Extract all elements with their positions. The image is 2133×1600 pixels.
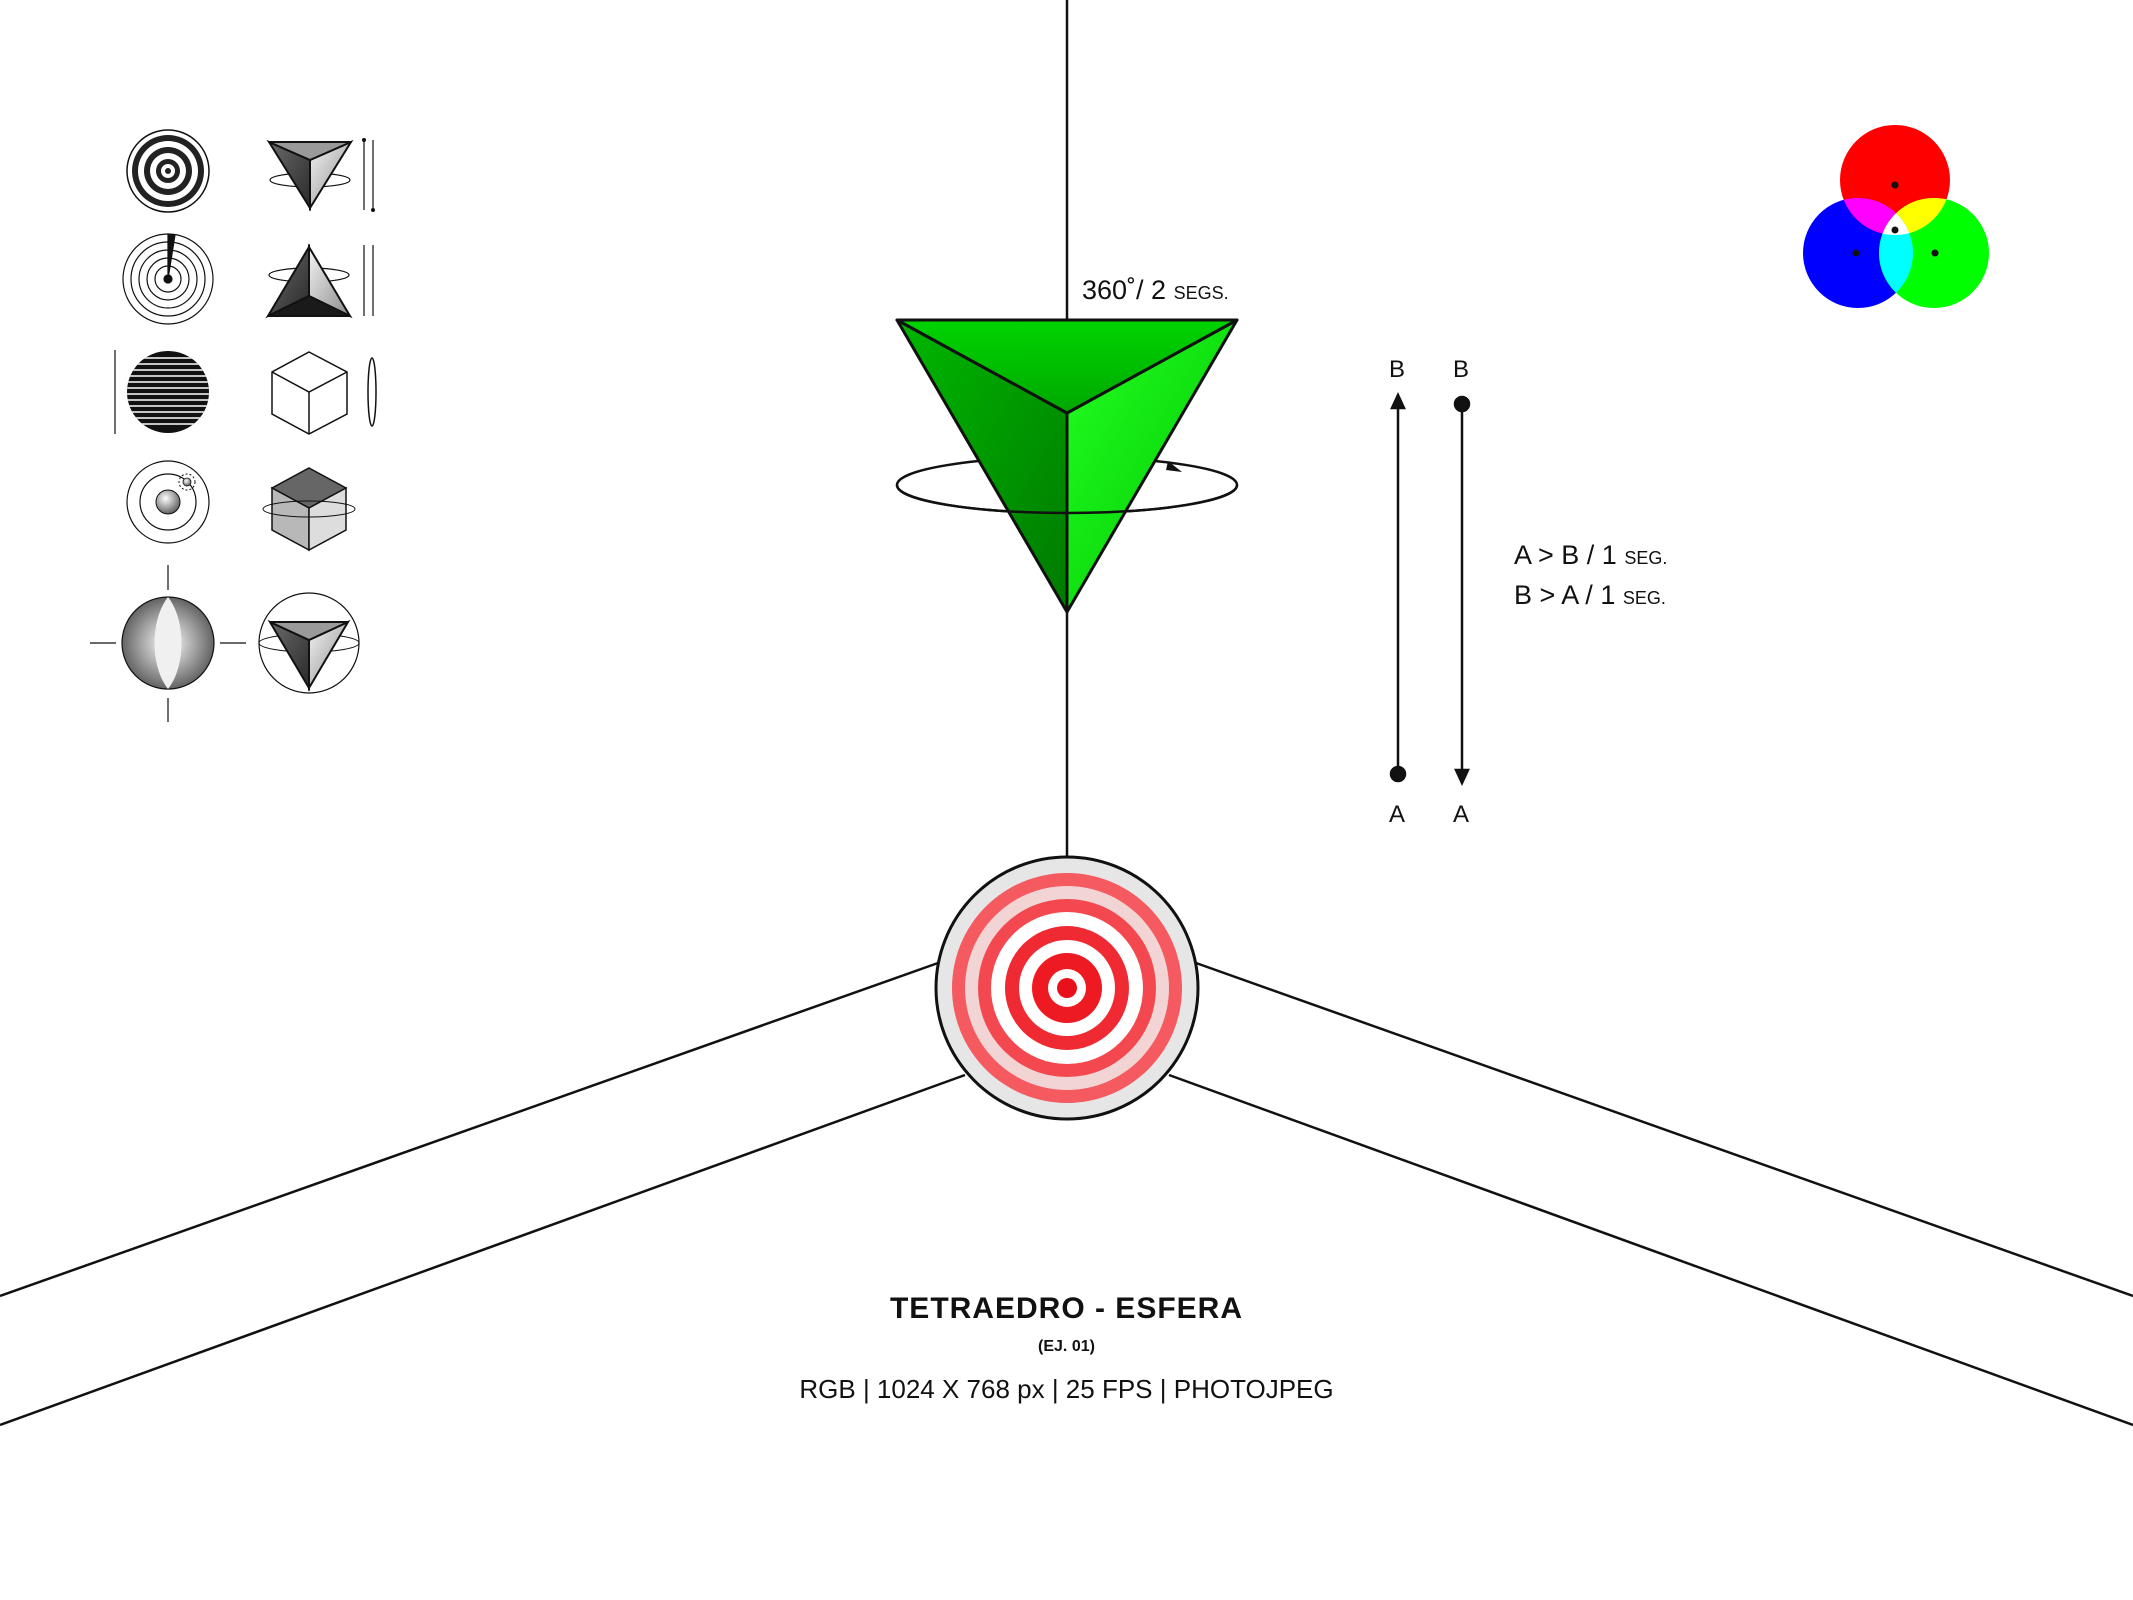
motion-arrows (1389, 392, 1471, 786)
tetrahedron-in-sphere-icon (258, 592, 360, 694)
striped-sphere-icon (114, 350, 209, 434)
timing-b-to-a-text: B > A / 1 (1514, 580, 1616, 610)
rotation-orbit-front (895, 484, 1239, 515)
rgb-venn-icon (1803, 125, 1989, 308)
label-b-left: B (1389, 356, 1405, 383)
rotation-unit: SEGS. (1173, 283, 1229, 303)
tetrahedron-up-icon (265, 243, 374, 319)
wireframe-cube-icon (271, 351, 377, 435)
label-a-right: A (1453, 801, 1469, 828)
rotation-value: 360˚/ 2 (1082, 275, 1167, 305)
label-b-right: B (1453, 356, 1469, 383)
concentric-rings-icon (126, 129, 210, 213)
floor-line-left-lower (0, 1073, 966, 1427)
rotation-arrow-icon (1166, 461, 1182, 472)
floor-line-left-upper (0, 961, 939, 1298)
timing-a-to-b-text: A > B / 1 (1514, 540, 1617, 570)
timing-a-to-b-unit: SEG. (1624, 548, 1668, 568)
floor-line-right-lower (1168, 1073, 2133, 1427)
thumbnail-grid (90, 129, 377, 722)
green-tetrahedron (895, 318, 1239, 614)
shaded-cube-icon (262, 467, 356, 552)
target-sphere (934, 855, 1200, 1121)
page-subtitle: (EJ. 01) (1038, 1338, 1095, 1355)
floor-line-right-upper (1195, 961, 2133, 1298)
radar-circle-icon (122, 233, 214, 325)
pinched-sphere-icon (90, 565, 246, 722)
format-specs: RGB | 1024 X 768 px | 25 FPS | PHOTOJPEG (799, 1374, 1334, 1404)
label-a-left: A (1389, 801, 1405, 828)
orbit-sphere-icon (126, 460, 210, 544)
structure-lines (0, 0, 2133, 1427)
rotation-label: 360˚/ 2 SEGS. (1082, 275, 1229, 306)
page-title: TETRAEDRO - ESFERA (889, 1292, 1243, 1325)
tetrahedron-down-icon (266, 138, 375, 212)
timing-b-to-a-unit: SEG. (1622, 588, 1666, 608)
tetra-face-top (895, 318, 1239, 415)
timing-a-to-b: A > B / 1 SEG. (1514, 540, 1667, 571)
timing-b-to-a: B > A / 1 SEG. (1514, 580, 1666, 611)
